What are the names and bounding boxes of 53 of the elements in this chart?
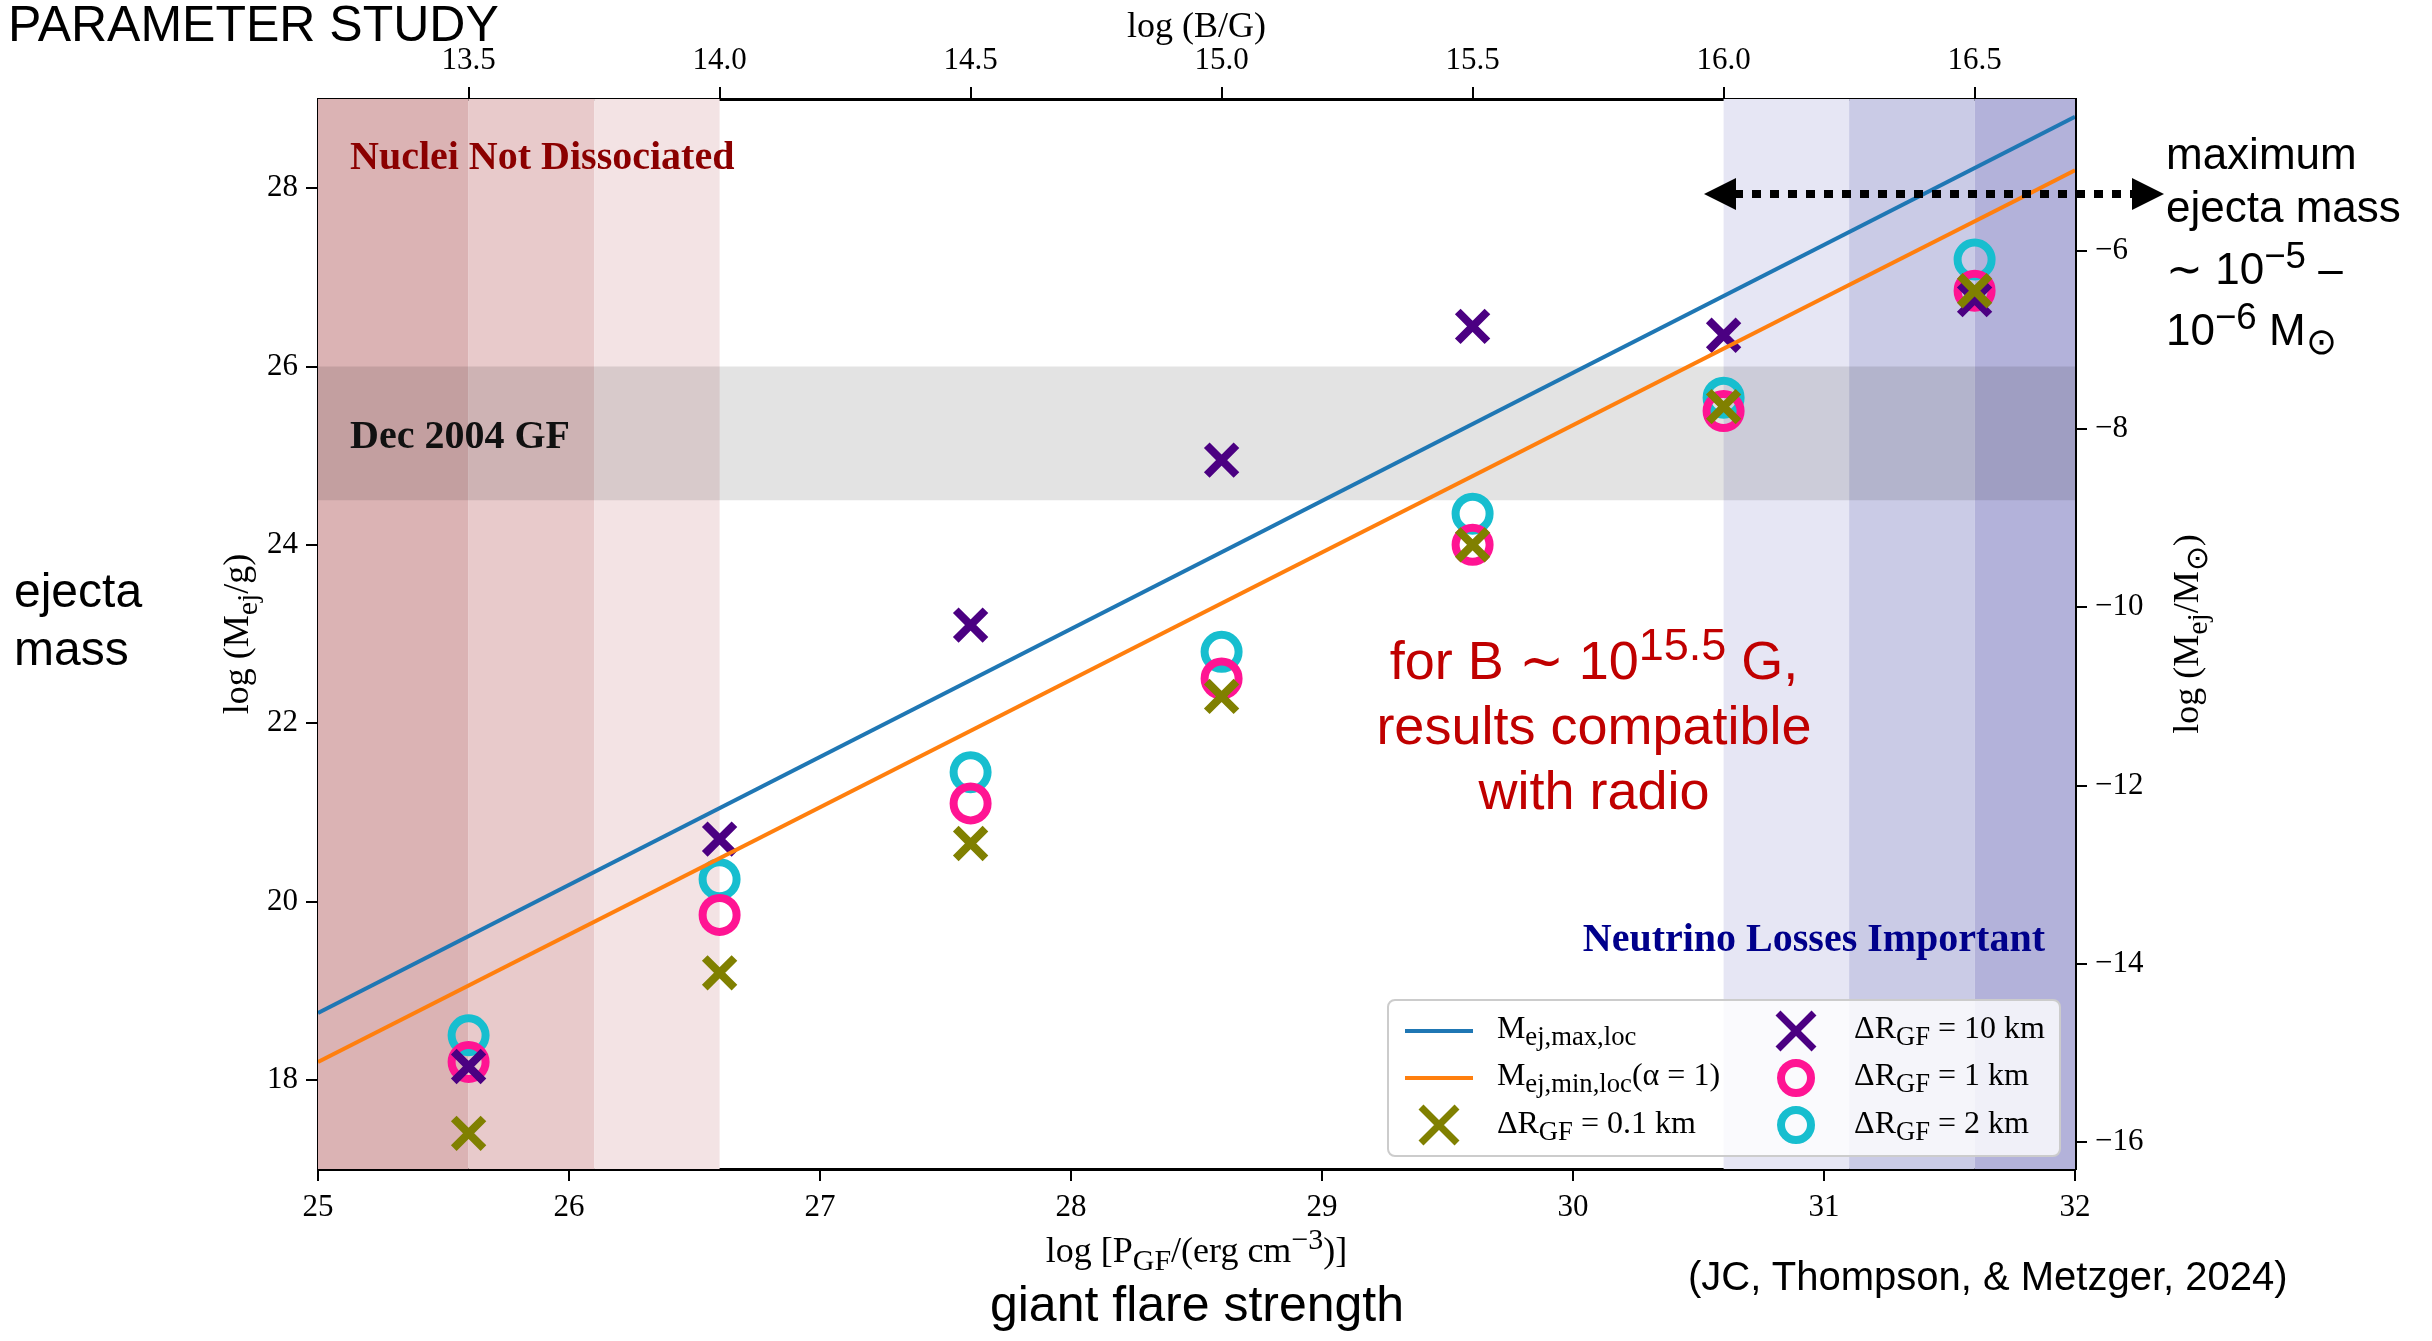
point xyxy=(700,820,739,858)
y2-tick-label: −8 xyxy=(2095,409,2128,445)
x-tick-label: 32 xyxy=(2059,1187,2091,1223)
y-tick-label: 22 xyxy=(267,703,298,739)
x-tick-label: 26 xyxy=(553,1187,585,1223)
text: ejecta mass xyxy=(14,563,144,677)
y-tick-label: 18 xyxy=(267,1059,298,1095)
x2-tick-label: 14.5 xyxy=(943,40,998,76)
point xyxy=(449,1114,488,1153)
x2-tick-label: 16.5 xyxy=(1947,40,2002,76)
point xyxy=(951,824,990,863)
point xyxy=(1453,307,1492,346)
x-tick-label: 29 xyxy=(1306,1187,1338,1223)
band-label: Nuclei Not Dissociated xyxy=(350,133,735,179)
y-tick-label: 28 xyxy=(267,168,298,204)
legend-label: ΔR$_{GF}$ = 2 km xyxy=(1854,1103,2029,1147)
point xyxy=(700,953,739,992)
band-label: Neutrino Losses Important xyxy=(1582,915,2046,961)
x-tick-label: 30 xyxy=(1557,1187,1589,1223)
legend-label: ΔR$_{GF}$ = 1 km xyxy=(1854,1056,2029,1100)
y-tick-label: 20 xyxy=(267,881,298,917)
x-tick-label: 27 xyxy=(804,1187,836,1223)
text: maximum ejecta mass ∼ 10$^{−5}$ – 10$^{−6}$ M$_{⊙}$ xyxy=(2166,129,2401,363)
x-tick-label: 28 xyxy=(1055,1187,1087,1223)
band-label: Dec 2004 GF xyxy=(350,411,570,457)
legend-label: ΔR$_{GF}$ = 0.1 km xyxy=(1496,1103,1696,1147)
x2-tick-label: 14.0 xyxy=(692,40,747,76)
x2-tick-label: 15.5 xyxy=(1445,40,1500,76)
legend-label: M$_{ej,max,loc}$ xyxy=(1496,1008,1637,1053)
point xyxy=(1202,441,1241,479)
y2-tick-label: −12 xyxy=(2095,765,2144,801)
x2-tick-label: 16.0 xyxy=(1696,40,1751,76)
point xyxy=(949,782,992,825)
point xyxy=(1704,316,1743,355)
x-tick-label: 31 xyxy=(1808,1187,1840,1223)
y2-tick-label: −16 xyxy=(2095,1122,2144,1158)
point xyxy=(449,1047,488,1086)
legend-label: M$_{ej,min,loc}$(α = 1) xyxy=(1496,1056,1721,1100)
point xyxy=(698,893,741,936)
text: (JC, Thompson, & Metzger, 2024) xyxy=(1688,1253,2288,1300)
legend-label: ΔR$_{GF}$ = 10 km xyxy=(1854,1008,2045,1053)
y2-tick-label: −14 xyxy=(2095,944,2144,980)
text: giant flare strength xyxy=(989,1275,1405,1334)
point xyxy=(1704,387,1743,426)
x-tick-label: 25 xyxy=(302,1187,334,1223)
x-axis-title: log [P$_{GF}$/(erg cm$^{−3}$)] xyxy=(1045,1222,1348,1277)
y-tick-label: 26 xyxy=(267,346,298,382)
point xyxy=(1202,677,1241,716)
annotation: for B ∼ 10$^{15.5}$ G, results compatible with radio xyxy=(1375,618,1813,822)
point xyxy=(951,606,990,644)
y2-tick-label: −6 xyxy=(2095,230,2128,266)
y2-tick-label: −10 xyxy=(2095,587,2144,623)
y-tick-label: 24 xyxy=(267,524,299,560)
